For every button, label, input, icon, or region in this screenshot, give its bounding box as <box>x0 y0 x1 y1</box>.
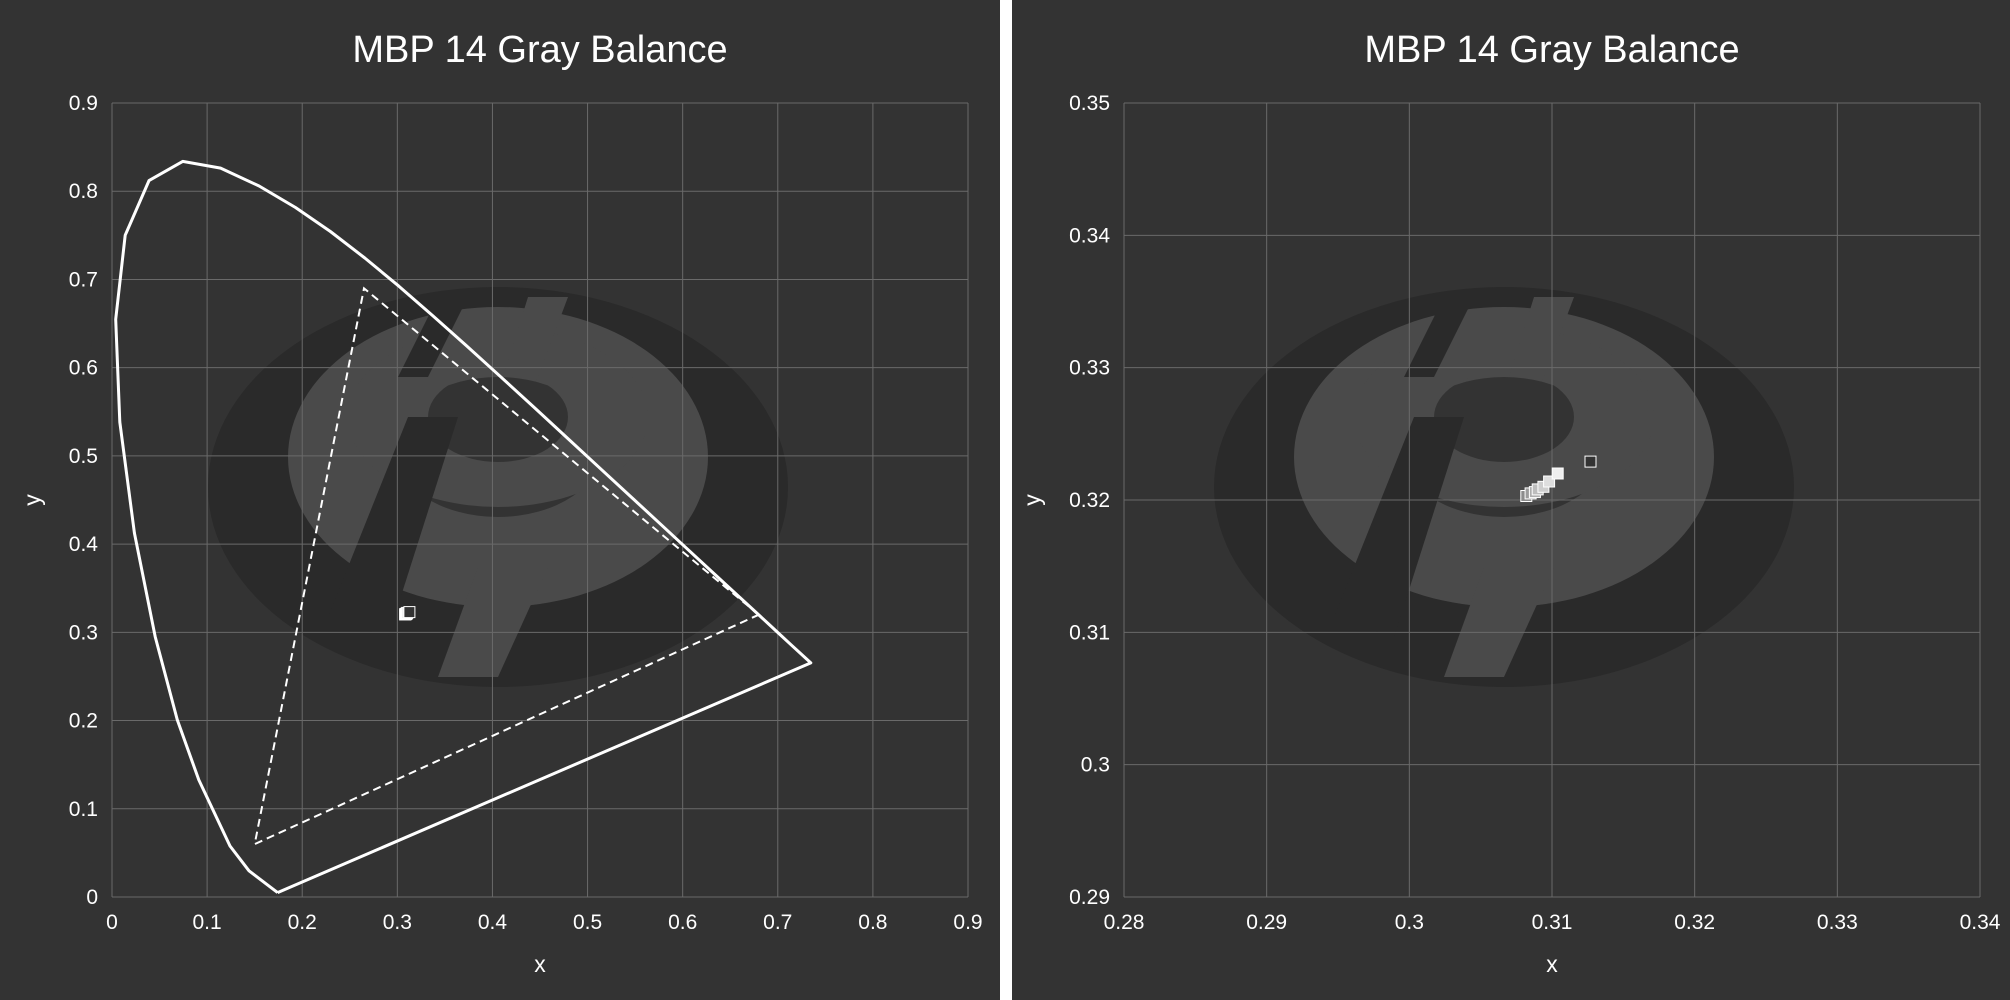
y-tick-label: 0.8 <box>69 180 98 203</box>
x-tick-label: 0.6 <box>668 911 697 934</box>
watermark-logo <box>208 287 788 687</box>
x-tick-label: 0.1 <box>193 911 222 934</box>
x-tick-label: 0.7 <box>763 911 792 934</box>
y-tick-label: 0.35 <box>1069 92 1110 115</box>
y-tick-label: 0.32 <box>1069 489 1110 512</box>
data-point <box>1543 475 1556 488</box>
watermark-logo <box>1214 287 1794 687</box>
watermark-bar-bottom-light <box>438 567 548 677</box>
data-point <box>1584 455 1597 468</box>
x-tick-label: 0.5 <box>573 911 602 934</box>
x-tick-label: 0.4 <box>478 911 508 934</box>
watermark-bar-bottom-light <box>1444 567 1554 677</box>
x-tick-label: 0.33 <box>1817 911 1858 934</box>
cie-chart-right: 0.28 0.29 0.3 0.31 0.32 0.33 0.340.290.30.310.… <box>1019 29 2001 977</box>
y-tick-label: 0.31 <box>1069 621 1110 644</box>
data-points <box>399 606 416 621</box>
data-point <box>1551 467 1564 480</box>
grid-lines <box>1123 102 1981 898</box>
y-tick-label: 0 <box>86 886 98 909</box>
y-axis-label: y <box>19 494 45 506</box>
y-tick-label: 0.6 <box>69 357 98 380</box>
x-axis-label: x <box>1546 951 1558 977</box>
gamut-triangle <box>253 286 761 846</box>
x-tick-label: 0.3 <box>383 911 412 934</box>
y-tick-label: 0.7 <box>69 268 98 291</box>
watermark-bar-top-light <box>503 297 568 377</box>
y-tick-label: 0.34 <box>1069 224 1110 247</box>
chart-panel-left: 0 0.1 0.2 0.3 0.4 0.5 0.6 0.7 0.8 0.9 0 0.1 0.2 0.3 0.… <box>0 0 1000 1000</box>
y-tick-label: 0.29 <box>1069 886 1110 909</box>
watermark-bar-top-light <box>1509 297 1574 377</box>
x-tick-label: 0.31 <box>1532 911 1573 934</box>
cie-chart-left: 0 0.1 0.2 0.3 0.4 0.5 0.6 0.7 0.8 0.9 0 0.1 0.2 0.3 0.… <box>19 29 983 977</box>
x-tick-label: 0.8 <box>858 911 887 934</box>
y-axis-label: y <box>1019 494 1045 506</box>
x-tick-label: 0.32 <box>1674 911 1715 934</box>
x-tick-label: 0.2 <box>288 911 317 934</box>
x-tick-label: 0.34 <box>1960 911 2001 934</box>
y-tick-label: 0.4 <box>69 533 99 556</box>
y-tick-label: 0.9 <box>69 92 98 115</box>
watermark-bar-bottom-dark <box>1334 417 1464 637</box>
y-tick-label: 0.5 <box>69 445 98 468</box>
y-tick-label: 0.3 <box>69 621 98 644</box>
watermark-bar-bottom-dark <box>328 417 458 637</box>
x-tick-label: 0 <box>106 911 118 934</box>
x-tick-label: 0.29 <box>1246 911 1287 934</box>
data-point <box>403 606 416 619</box>
y-tick-label: 0.2 <box>69 710 98 733</box>
x-tick-label: 0.9 <box>953 911 982 934</box>
y-tick-label: 0.33 <box>1069 357 1110 380</box>
data-points <box>1520 455 1597 502</box>
watermark-bar-top-dark <box>398 297 468 377</box>
x-tick-label: 0.28 <box>1104 911 1145 934</box>
chart-panel-right: 0.28 0.29 0.3 0.31 0.32 0.33 0.34 0.29 0.3 0.31 0.… <box>1012 0 2010 1000</box>
y-tick-label: 0.3 <box>1081 754 1110 777</box>
x-tick-label: 0.3 <box>1395 911 1424 934</box>
grid-lines <box>111 102 969 898</box>
x-axis-label: x <box>534 951 546 977</box>
y-tick-label: 0.1 <box>69 798 98 821</box>
chart-title: MBP 14 Gray Balance <box>1364 29 1739 71</box>
chart-title: MBP 14 Gray Balance <box>352 29 727 71</box>
watermark-bar-top-dark <box>1404 297 1474 377</box>
